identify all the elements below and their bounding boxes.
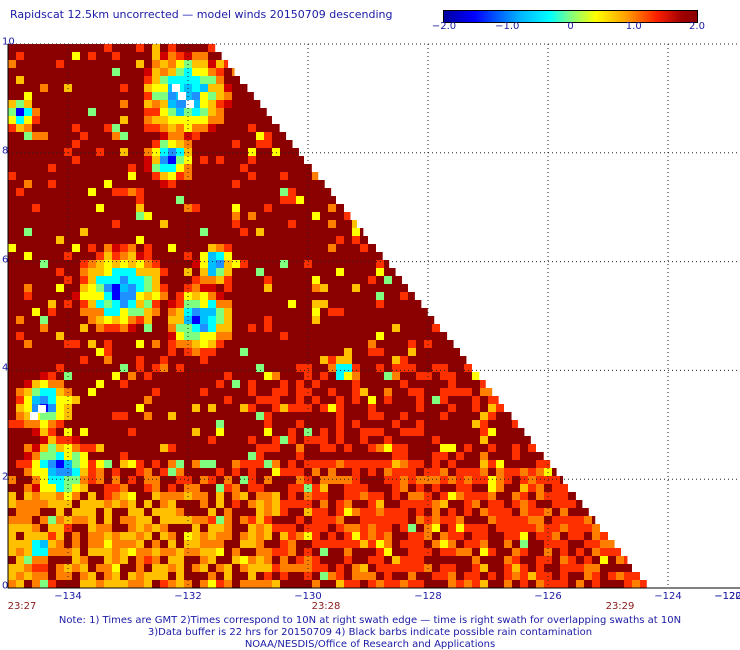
lon-tick-label: −130 <box>294 591 322 602</box>
footnote-credit: NOAA/NESDIS/Office of Research and Appli… <box>244 639 496 650</box>
lat-tick-label: 6 <box>2 254 9 266</box>
color-scale-tick: 0 <box>567 21 574 32</box>
lat-lon-grid <box>8 43 740 589</box>
color-scale-tick: 1.0 <box>625 21 642 32</box>
lon-tick-label: −132 <box>174 591 202 602</box>
swath-time-label: 23:28 <box>311 601 341 612</box>
color-scale-tick: −1.0 <box>495 21 520 32</box>
lat-tick-label: 2 <box>2 471 9 483</box>
lon-tick-label: −120 <box>714 591 740 602</box>
lat-tick-label: 0 <box>2 580 9 592</box>
lon-tick-label: −126 <box>534 591 562 602</box>
lat-tick-label: 4 <box>2 362 9 374</box>
swath-time-label: 23:29 <box>605 601 635 612</box>
lon-tick-label: −124 <box>654 591 682 602</box>
map-title: Rapidscat 12.5km uncorrected — model win… <box>10 8 393 21</box>
lon-tick-label: −134 <box>54 591 82 602</box>
swath-time-label: 23:27 <box>7 601 37 612</box>
footnote-line-2: 3)Data buffer is 22 hrs for 20150709 4) … <box>147 627 593 638</box>
lon-tick-label: −128 <box>414 591 442 602</box>
lat-tick-label: 10 <box>2 36 15 48</box>
map-axes <box>7 44 740 589</box>
lat-tick-label: 8 <box>2 145 9 157</box>
color-scale-tick: −2.0 <box>431 21 457 32</box>
wind-cells <box>8 44 647 588</box>
color-scale-bar <box>443 10 698 23</box>
footnote-line-1: Note: 1) Times are GMT 2)Times correspon… <box>58 615 682 626</box>
color-scale-tick: 2.0 <box>689 21 705 32</box>
lon-tick-label: −122 <box>714 591 740 602</box>
